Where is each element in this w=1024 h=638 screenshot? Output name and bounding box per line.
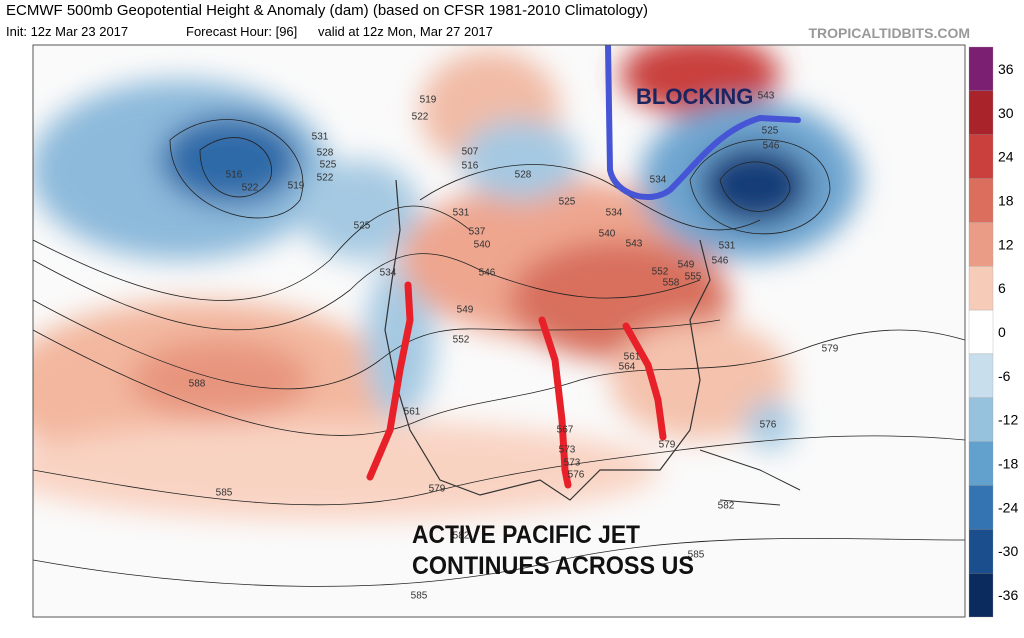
source: TROPICALTIDBITS.COM xyxy=(808,25,970,41)
annotation: CONTINUES ACROSS US xyxy=(412,552,694,580)
colorbar-cell xyxy=(968,309,994,355)
contour-label: 531 xyxy=(719,241,736,252)
colorbar-label: -6 xyxy=(998,368,1011,384)
colorbar-cell xyxy=(968,353,994,398)
contour-label: 534 xyxy=(650,175,667,186)
colorbar-cell xyxy=(968,573,994,618)
contour-label: 582 xyxy=(453,531,470,542)
contour-label: 522 xyxy=(412,112,429,123)
contour-label: 534 xyxy=(380,268,397,279)
contour-label: 552 xyxy=(652,267,669,278)
colorbar-cell xyxy=(968,529,994,574)
contour-label: 534 xyxy=(606,208,623,219)
contour-label: 516 xyxy=(462,161,479,172)
contour-label: 546 xyxy=(479,268,496,279)
jet-line xyxy=(622,322,667,441)
colorbar-label: 12 xyxy=(998,236,1014,252)
contour-label: 582 xyxy=(718,501,735,512)
block-line xyxy=(605,45,801,201)
colorbar-label: -24 xyxy=(998,499,1018,515)
contour-label: 549 xyxy=(678,260,695,271)
annotation: BLOCKING xyxy=(636,84,753,109)
colorbar-cell xyxy=(968,90,994,135)
colorbar: 36 30 24 18 12 6 0 -6 -12 -18 -24 -30 -36 xyxy=(968,46,1018,618)
contour-label: 576 xyxy=(568,470,585,481)
colorbar-cell xyxy=(968,397,994,442)
title: ECMWF 500mb Geopotential Height & Anomal… xyxy=(6,2,648,19)
jet-line xyxy=(366,281,414,481)
contour-label: 525 xyxy=(762,126,779,137)
contour-label: 519 xyxy=(288,181,305,192)
colorbar-cell xyxy=(968,485,994,530)
valid: valid at 12z Mon, Mar 27 2017 xyxy=(318,24,493,39)
contour-label: 564 xyxy=(619,362,636,373)
contour-label: 525 xyxy=(559,197,576,208)
contour-label: 561 xyxy=(404,407,421,418)
contour-label: 552 xyxy=(453,335,470,346)
colorbar-cell xyxy=(968,134,994,179)
colorbar-label: 30 xyxy=(998,105,1014,121)
init: Init: 12z Mar 23 2017 xyxy=(6,24,128,39)
contour-label: 522 xyxy=(242,183,259,194)
contour-label: 516 xyxy=(226,170,243,181)
colorbar-label: 0 xyxy=(998,324,1006,340)
contour-label: 531 xyxy=(312,132,329,143)
jet-line xyxy=(538,316,572,489)
contour-label: 543 xyxy=(758,91,775,102)
contour-label: 558 xyxy=(663,278,680,289)
contour-label: 561 xyxy=(624,352,641,363)
colorbar-cell xyxy=(968,266,994,311)
colorbar-cell xyxy=(968,441,994,486)
forecast-hour: Forecast Hour: [96] xyxy=(186,24,297,39)
contour-label: 585 xyxy=(411,591,428,602)
contour-label: 549 xyxy=(457,305,474,316)
contour-label: 573 xyxy=(564,458,581,469)
contour-label: 528 xyxy=(515,170,532,181)
annotation: ACTIVE PACIFIC JET xyxy=(412,521,640,549)
colorbar-label: -18 xyxy=(998,456,1018,472)
colorbar-label: 6 xyxy=(998,280,1006,296)
contour-label: 531 xyxy=(453,208,470,219)
contour-label: 540 xyxy=(599,229,616,240)
colorbar-label: 18 xyxy=(998,192,1014,208)
contour-label: 540 xyxy=(474,240,491,251)
colorbar-label: -36 xyxy=(998,587,1018,603)
coastline xyxy=(384,179,711,501)
colorbar-label: 24 xyxy=(998,149,1014,165)
colorbar-label: -12 xyxy=(998,412,1018,428)
contour-label: 579 xyxy=(659,440,676,451)
contour-label: 585 xyxy=(216,488,233,499)
colorbar-label: -30 xyxy=(998,543,1018,559)
contour-label: 546 xyxy=(763,141,780,152)
contour-label: 525 xyxy=(354,221,371,232)
contour-label: 576 xyxy=(760,420,777,431)
contour-label: 525 xyxy=(320,160,337,171)
contour-label: 585 xyxy=(688,550,705,561)
contour-label: 537 xyxy=(469,227,486,238)
colorbar-cell xyxy=(968,46,994,91)
contour-label: 522 xyxy=(317,173,334,184)
contour-label: 543 xyxy=(626,239,643,250)
contour-label: 579 xyxy=(429,484,446,495)
colorbar-label: 36 xyxy=(998,61,1014,77)
colorbar-cell xyxy=(968,222,994,267)
contour-label: 579 xyxy=(822,344,839,355)
contour-label: 519 xyxy=(420,95,437,106)
contour-label: 528 xyxy=(317,148,334,159)
contour-label: 573 xyxy=(559,445,576,456)
islands xyxy=(699,449,801,506)
contour-label: 567 xyxy=(557,425,574,436)
map-frame xyxy=(32,44,966,618)
contour-label: 546 xyxy=(712,256,729,267)
colorbar-cell xyxy=(968,178,994,223)
contour-label: 555 xyxy=(685,272,702,283)
contours xyxy=(33,119,965,587)
contour-label: 588 xyxy=(189,379,206,390)
contour-label: 507 xyxy=(462,147,479,158)
